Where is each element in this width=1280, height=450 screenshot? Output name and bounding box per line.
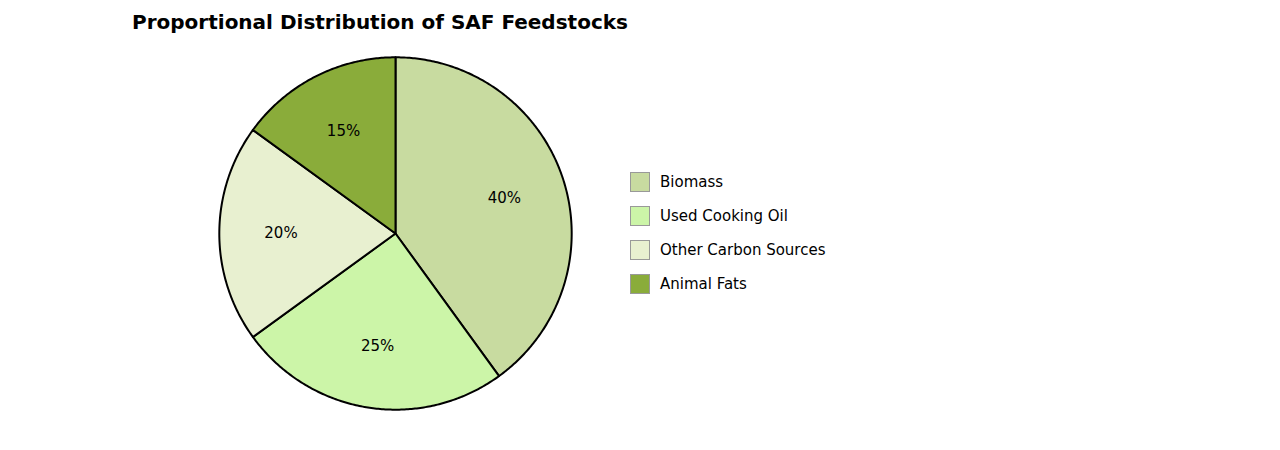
svg-text:40%: 40% — [488, 189, 521, 207]
svg-text:20%: 20% — [264, 224, 297, 242]
html-text:Other Carbon Sources: Other Carbon Sources — [660, 241, 826, 259]
html-text:Biomass: Biomass — [660, 173, 724, 191]
html-text:Proportional Distribution of S: Proportional Distribution of SAF Feedsto… — [132, 10, 628, 34]
html-text:Used Cooking Oil: Used Cooking Oil — [660, 207, 788, 225]
svg-text:15%: 15% — [327, 122, 360, 140]
svg-text:25%: 25% — [361, 337, 394, 355]
html-text:Animal Fats: Animal Fats — [660, 275, 747, 293]
